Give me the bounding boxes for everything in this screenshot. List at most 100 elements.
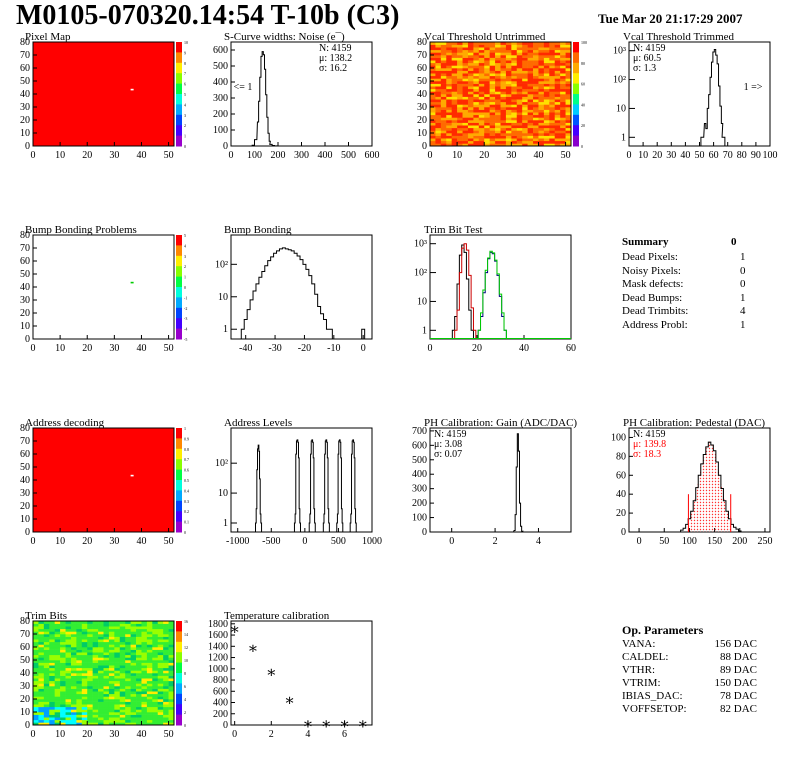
heatmap-cell bbox=[65, 675, 72, 679]
address-level-peak bbox=[336, 439, 344, 532]
heatmap-cell bbox=[457, 44, 463, 48]
colorbar-segment bbox=[176, 297, 182, 309]
heatmap-cell bbox=[108, 623, 115, 627]
heatmap-cell bbox=[92, 647, 99, 650]
heatmap-cell bbox=[560, 140, 566, 144]
heatmap-cell bbox=[495, 130, 501, 134]
heatmap-cell bbox=[54, 714, 61, 718]
x-tick-label: -10 bbox=[327, 343, 340, 354]
colorbar-label: 0.1 bbox=[184, 520, 189, 525]
heatmap-cell bbox=[451, 107, 458, 110]
heatmap-cell bbox=[38, 660, 45, 663]
heatmap-cell bbox=[457, 140, 463, 144]
heatmap-cell bbox=[538, 99, 545, 103]
heatmap-cell bbox=[527, 107, 534, 110]
heatmap-cell bbox=[33, 688, 39, 692]
colorbar-segment bbox=[176, 235, 182, 246]
heatmap-cell bbox=[98, 691, 104, 695]
heatmap-cell bbox=[152, 662, 159, 666]
heatmap-cell bbox=[33, 673, 39, 676]
heatmap-cell bbox=[543, 73, 550, 77]
heatmap-cell bbox=[87, 639, 93, 643]
heatmap-cell bbox=[440, 75, 447, 79]
heatmap-cell bbox=[473, 120, 480, 123]
heatmap-cell bbox=[152, 680, 159, 684]
heatmap-cell bbox=[152, 701, 159, 705]
heatmap-cell bbox=[484, 70, 490, 74]
heatmap-cell bbox=[440, 49, 447, 53]
heatmap-cell bbox=[435, 57, 442, 61]
heatmap-cell bbox=[38, 714, 45, 718]
heatmap-cell bbox=[495, 68, 501, 71]
heatmap-cell bbox=[87, 673, 93, 676]
heatmap-cell bbox=[451, 83, 458, 87]
y-tick-label: 40 bbox=[20, 475, 30, 486]
colorbar-segment bbox=[573, 135, 579, 147]
heatmap-cell bbox=[543, 107, 550, 110]
heatmap-cell bbox=[560, 83, 566, 87]
heatmap-cell bbox=[92, 621, 99, 624]
heatmap-cell bbox=[103, 660, 110, 663]
x-tick-label: 0 bbox=[428, 150, 433, 161]
heatmap-cell bbox=[125, 712, 131, 715]
heatmap-cell bbox=[478, 47, 485, 51]
heatmap-cell bbox=[511, 135, 518, 139]
heatmap-cell bbox=[451, 57, 458, 61]
heatmap-cell bbox=[457, 60, 463, 64]
x-tick-label: 0 bbox=[31, 150, 36, 161]
colorbar-label: 2 bbox=[184, 264, 186, 269]
heatmap-cell bbox=[478, 96, 485, 100]
heatmap-cell bbox=[49, 704, 55, 708]
heatmap-cell bbox=[489, 68, 496, 71]
heatmap-cell bbox=[65, 662, 72, 666]
op-param-label: IBIAS_DAC: bbox=[622, 690, 683, 702]
heatmap-cell bbox=[98, 704, 104, 708]
y-tick-label: 20 bbox=[20, 308, 30, 319]
heatmap-cell bbox=[76, 670, 83, 674]
heatmap-cell bbox=[554, 112, 561, 116]
heatmap-cell bbox=[54, 678, 61, 682]
heatmap-cell bbox=[527, 60, 534, 64]
summary-value: 1 bbox=[740, 251, 746, 263]
heatmap-cell bbox=[146, 660, 153, 663]
colorbar-segment bbox=[176, 459, 182, 471]
heatmap-cell bbox=[98, 699, 104, 702]
colorbar-segment bbox=[176, 73, 182, 85]
heatmap-cell bbox=[92, 641, 99, 645]
temperature-point: ∗ bbox=[357, 716, 368, 733]
heatmap-cell bbox=[549, 86, 556, 90]
heatmap-cell bbox=[60, 686, 66, 689]
heatmap-cell bbox=[554, 96, 561, 100]
heatmap-cell bbox=[549, 75, 556, 79]
heatmap-cell bbox=[527, 47, 534, 51]
heatmap-cell bbox=[527, 143, 534, 147]
heatmap-cell bbox=[489, 138, 496, 142]
heatmap-cell bbox=[538, 133, 545, 136]
heatmap-cell bbox=[114, 680, 121, 684]
heatmap-cell bbox=[560, 99, 566, 103]
heatmap-cell bbox=[516, 109, 523, 113]
heatmap-cell bbox=[65, 623, 72, 627]
heatmap-cell bbox=[49, 657, 55, 661]
heatmap-cell bbox=[141, 644, 148, 648]
heatmap-cell bbox=[152, 693, 159, 697]
heatmap-cell bbox=[543, 88, 550, 92]
heatmap-cell bbox=[103, 662, 110, 666]
heatmap-cell bbox=[33, 621, 39, 624]
heatmap-cell bbox=[163, 649, 169, 653]
heatmap-cell bbox=[446, 133, 452, 136]
heatmap-cell bbox=[467, 125, 474, 129]
heatmap-cell bbox=[478, 52, 485, 56]
heatmap-cell bbox=[527, 99, 534, 103]
heatmap-cell bbox=[65, 644, 72, 648]
stats-sigma: σ: 16.2 bbox=[319, 63, 347, 74]
heatmap-cell bbox=[451, 94, 458, 97]
heatmap-cell bbox=[543, 52, 550, 56]
heatmap-cell bbox=[136, 701, 142, 705]
plot-frame bbox=[429, 234, 572, 340]
heatmap-cell bbox=[435, 42, 442, 45]
heatmap-cell bbox=[152, 636, 159, 640]
heatmap-cell bbox=[549, 42, 556, 45]
heatmap-cell bbox=[141, 699, 148, 702]
heatmap-cell bbox=[119, 688, 126, 692]
